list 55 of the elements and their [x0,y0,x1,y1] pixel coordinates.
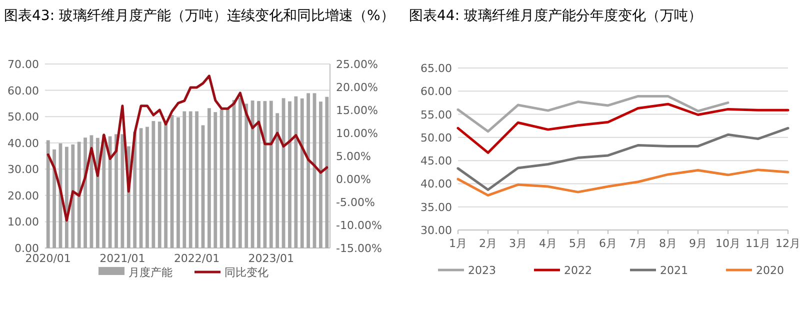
legend-item: 2022 [534,264,592,277]
ytick: 40.00 [8,136,39,150]
legend-label: 2020 [756,264,784,277]
y2tick: 10.00% [336,127,378,140]
xtick: 11月 [746,237,770,250]
title: 图表43: 玻璃纤维月度产能（万吨）连续变化和同比增速（%） [4,8,394,24]
y2tick: -5.00% [336,196,375,209]
ytick: 60.00 [8,84,39,98]
xtick: 2021/01 [100,252,146,265]
xtick: 5月 [569,237,587,250]
ytick: 50.00 [420,131,452,144]
xtick: 2020/01 [25,252,71,265]
ytick: 50.00 [8,110,39,124]
xtick: 8月 [659,237,677,250]
ytick: 0.00 [14,242,39,255]
xtick: 12月 [776,237,800,250]
ytick: 45.00 [420,154,452,168]
ytick: 55.00 [420,108,452,122]
legend-label: 2021 [660,264,688,277]
legend-label: 月度产能 [128,266,172,279]
xtick: 7月 [629,237,647,250]
y2tick: 20.00% [336,81,378,94]
xtick: 2022/01 [174,252,220,265]
y2tick: -10.00% [336,219,382,232]
ytick: 20.00 [8,189,39,202]
ytick: 70.00 [8,58,39,71]
legend-item: 同比变化 [194,266,268,279]
ytick: 30.00 [420,224,452,237]
legend-label: 同比变化 [224,266,268,279]
ytick: 40.00 [420,178,452,191]
xtick: 9月 [689,237,707,250]
legend-label: 2023 [468,264,496,277]
xtick: 3月 [509,237,527,250]
legend-item: 2023 [438,264,496,277]
ytick: 35.00 [420,200,452,214]
y2tick: 15.00% [336,104,378,117]
y2tick: 25.00% [336,58,378,71]
legend-item: 2020 [726,264,784,277]
xtick: 6月 [599,237,617,250]
xtick: 1月 [449,237,467,250]
legend-item: 2021 [630,264,688,277]
ytick: 60.00 [420,85,452,98]
xtick: 4月 [539,237,557,250]
ytick: 65.00 [420,62,452,75]
legend-label: 2022 [564,264,592,277]
ytick: 30.00 [8,163,39,176]
legend-item: 月度产能 [98,266,172,279]
y2tick: 5.00% [336,150,371,163]
y2tick: -15.00% [336,242,382,255]
ytick: 10.00 [8,216,39,229]
y2tick: 0.00% [336,173,371,186]
xtick: 2月 [479,237,497,250]
title: 图表44: 玻璃纤维月度产能分年度变化（万吨） [409,8,702,24]
xtick: 2023/01 [248,252,294,265]
xtick: 10月 [716,237,740,250]
